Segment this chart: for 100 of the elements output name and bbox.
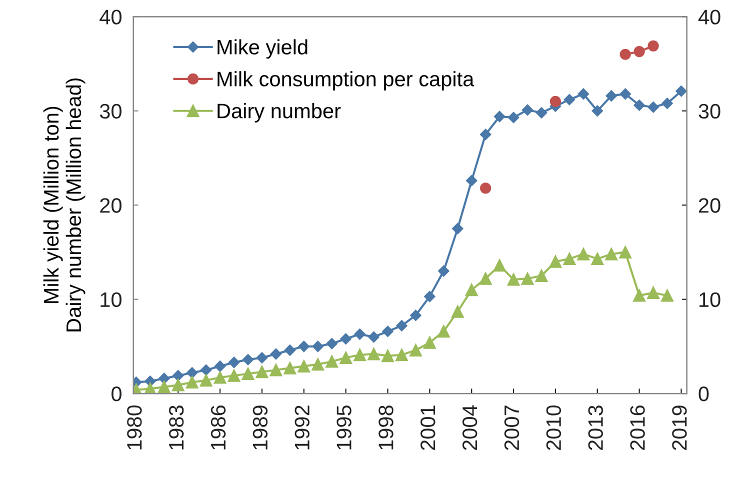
point xyxy=(214,360,226,372)
point xyxy=(214,371,226,384)
point xyxy=(619,246,632,258)
point xyxy=(452,223,464,234)
point xyxy=(480,182,492,194)
point xyxy=(326,338,338,350)
point xyxy=(409,344,422,356)
point xyxy=(256,366,268,378)
y-tick-label: 30 xyxy=(100,104,122,119)
point xyxy=(676,86,687,97)
point xyxy=(633,289,646,302)
point xyxy=(340,351,352,364)
point xyxy=(228,369,240,382)
point xyxy=(493,259,506,272)
point xyxy=(661,289,674,302)
point xyxy=(382,326,394,337)
x-tick-label: 1986 xyxy=(210,406,226,450)
point xyxy=(521,272,534,285)
point xyxy=(242,354,254,366)
point xyxy=(648,40,659,52)
point xyxy=(200,374,212,387)
point xyxy=(648,102,659,113)
point xyxy=(480,128,492,140)
x-tick-label: 1980 xyxy=(127,405,142,450)
y2-tick-label: 20 xyxy=(698,198,720,213)
point xyxy=(508,112,520,124)
point xyxy=(158,372,170,384)
point xyxy=(270,348,282,360)
point xyxy=(368,331,380,343)
y2-tick-label: 10 xyxy=(700,292,720,308)
x-tick-label: 2010 xyxy=(546,405,562,450)
point xyxy=(536,107,548,118)
point xyxy=(634,100,645,111)
x-tick-label: 2004 xyxy=(462,405,478,450)
x-tick-label: 1983 xyxy=(168,406,184,450)
point xyxy=(592,105,603,117)
point xyxy=(620,48,631,60)
point xyxy=(326,355,338,368)
y-tick-label: 10 xyxy=(100,292,122,308)
point xyxy=(620,88,631,100)
x-tick-label: 2007 xyxy=(504,406,520,450)
y-tick-label: 20 xyxy=(100,198,122,213)
point xyxy=(186,367,198,378)
x-tick-label: 1995 xyxy=(336,406,352,450)
y2-tick-label: 0 xyxy=(698,386,709,402)
point xyxy=(172,370,184,382)
point xyxy=(354,328,366,340)
point xyxy=(270,364,282,376)
x-tick-label: 2019 xyxy=(672,406,687,450)
point xyxy=(382,350,394,362)
x-tick-label: 1998 xyxy=(378,406,394,450)
point xyxy=(354,348,366,362)
x-tick-label: 1992 xyxy=(294,406,310,450)
point xyxy=(242,367,254,380)
point xyxy=(368,348,380,360)
point xyxy=(479,272,492,285)
point xyxy=(563,252,576,266)
point xyxy=(465,284,478,296)
point xyxy=(466,175,478,186)
point xyxy=(605,248,618,260)
legend-label: Dairy number xyxy=(218,103,341,122)
legend-label: Milk consumption per capita xyxy=(218,71,474,91)
point xyxy=(564,94,576,106)
point xyxy=(591,252,604,266)
point xyxy=(437,325,450,338)
point xyxy=(172,378,184,392)
point xyxy=(410,310,422,321)
point xyxy=(186,376,198,388)
y-tick-label: 0 xyxy=(112,386,122,402)
point xyxy=(200,364,212,376)
x-tick-label: 2013 xyxy=(588,406,603,450)
point xyxy=(577,248,590,260)
point xyxy=(298,340,310,352)
point xyxy=(158,380,170,394)
y-tick-label: 40 xyxy=(100,10,122,24)
point xyxy=(256,352,268,364)
point xyxy=(312,358,324,371)
point xyxy=(396,320,408,332)
y-axis-title: Milk yield (Million ton) Dairy number (Million head) xyxy=(43,78,86,332)
point xyxy=(535,270,548,282)
point xyxy=(522,104,534,116)
point xyxy=(647,286,660,299)
point xyxy=(340,333,352,344)
point xyxy=(549,255,562,268)
point xyxy=(424,290,436,302)
point xyxy=(284,362,296,374)
point xyxy=(312,340,324,352)
x-tick-label: 2001 xyxy=(420,406,436,450)
point xyxy=(298,360,310,372)
point xyxy=(395,348,408,362)
x-tick-label: 1989 xyxy=(252,406,268,450)
point xyxy=(228,356,240,368)
point xyxy=(550,96,562,108)
legend-label: Mike yield xyxy=(218,39,308,59)
point xyxy=(494,110,506,122)
point xyxy=(606,90,617,102)
point xyxy=(662,98,673,109)
point xyxy=(438,265,450,277)
point xyxy=(634,46,645,58)
x-tick-label: 2016 xyxy=(630,406,645,450)
